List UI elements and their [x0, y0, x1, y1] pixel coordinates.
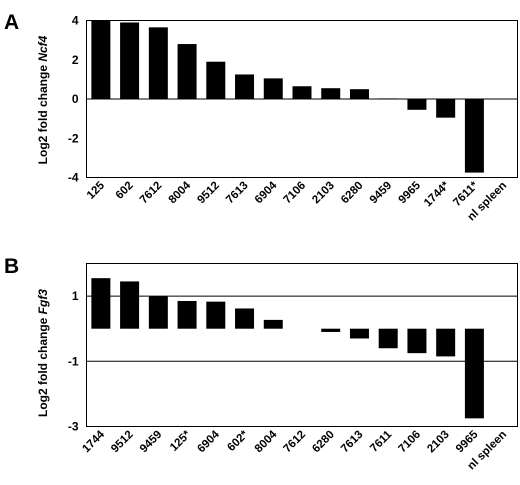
bar [177, 300, 197, 329]
y-tick-label: -1 [68, 354, 79, 368]
bar [436, 328, 456, 357]
bar [321, 328, 341, 332]
x-tick-label: 7613 [224, 180, 251, 207]
x-tick-label: 2103 [310, 180, 337, 207]
bar [464, 99, 484, 173]
panel-a-y-axis-label: Log2 fold change Ncf4 [36, 35, 50, 164]
x-tick-label: 6904 [253, 179, 280, 206]
x-tick-label: 9512 [195, 180, 222, 207]
bar [378, 98, 398, 100]
bar [464, 328, 484, 419]
bar [206, 61, 226, 99]
bar [177, 44, 197, 99]
bar [292, 86, 312, 99]
bar [120, 281, 140, 329]
x-tick-label: 9965 [396, 179, 423, 206]
y-tick-label: 2 [72, 53, 79, 67]
x-tick-label: 9459 [138, 429, 165, 456]
x-tick-label: 1744 [80, 428, 107, 455]
x-tick-label: 1744* [422, 179, 452, 209]
x-tick-label: 8004 [167, 179, 194, 206]
x-tick-label: 9459 [368, 180, 395, 207]
x-tick-label: 7613 [339, 429, 366, 456]
panel-a-letter: A [4, 11, 19, 34]
x-tick-label: 8004 [253, 428, 280, 455]
bar [263, 78, 283, 99]
bar [378, 328, 398, 349]
panel-b: B Log2 fold change Fgf3 1 -1 -3 1744 9512 94… [4, 255, 518, 472]
x-tick-label: 7612 [282, 429, 309, 456]
x-tick-label: 7106 [396, 429, 423, 456]
bar [321, 88, 341, 99]
y-tick-label: 1 [72, 289, 79, 303]
bar [91, 278, 111, 329]
bar [206, 301, 226, 329]
bar [349, 328, 369, 339]
bar [263, 319, 283, 329]
bar [120, 22, 140, 99]
x-tick-label: 6280 [339, 180, 366, 207]
x-tick-label: 7106 [282, 180, 309, 207]
bar [349, 89, 369, 99]
panel-b-plot-area [86, 263, 518, 427]
x-tick-label: 7611 [368, 428, 395, 455]
y-tick-label: 0 [72, 92, 79, 106]
panel-b-y-axis-label: Log2 fold change Fgf3 [36, 289, 50, 417]
x-tick-label: 2103 [425, 429, 452, 456]
bar [148, 296, 168, 329]
y-tick-label: -3 [68, 420, 79, 434]
x-tick-label: 125 [85, 179, 107, 201]
y-tick-label: -4 [68, 171, 79, 185]
x-tick-label: 7612 [138, 180, 165, 207]
panel-a: A Log2 fold change Ncf4 420-2-4 125 602 76… [4, 11, 518, 223]
x-tick-label: 125* [168, 428, 194, 454]
x-tick-label: 6904 [195, 428, 222, 455]
y-tick-label: -2 [68, 131, 79, 145]
panel-b-letter: B [4, 255, 19, 278]
bar [436, 99, 456, 118]
x-tick-label: 602* [225, 428, 251, 454]
bar [235, 308, 255, 329]
y-tick-label: 4 [72, 14, 79, 28]
x-tick-label: 6280 [310, 429, 337, 456]
bar [407, 328, 427, 354]
x-tick-label: 602 [114, 180, 136, 202]
bar [407, 99, 427, 110]
x-tick-label: 9512 [109, 429, 136, 456]
bar [148, 27, 168, 99]
bar [235, 74, 255, 99]
bar [91, 20, 111, 99]
